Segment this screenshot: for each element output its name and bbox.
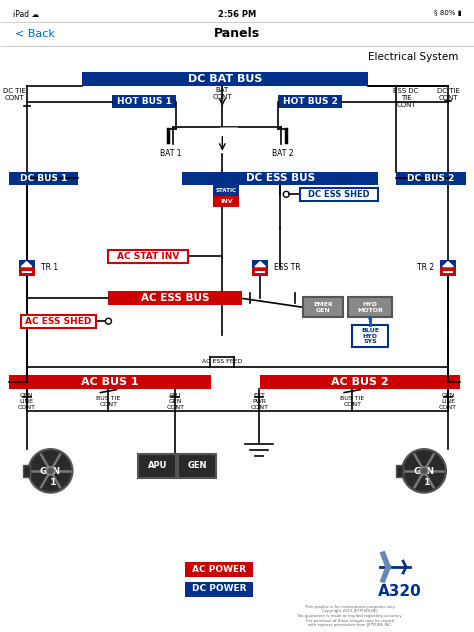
Text: BUS TIE
CONT: BUS TIE CONT bbox=[96, 396, 120, 407]
Bar bbox=[252, 268, 268, 276]
Bar bbox=[213, 185, 239, 207]
Text: HYD
MOTOR: HYD MOTOR bbox=[357, 302, 383, 313]
Bar bbox=[20, 315, 97, 328]
Text: BAT 2: BAT 2 bbox=[273, 149, 294, 158]
Bar bbox=[300, 188, 378, 201]
Text: STATIC: STATIC bbox=[216, 188, 237, 193]
Bar bbox=[185, 582, 253, 597]
Bar bbox=[440, 268, 456, 276]
Text: DC BUS 2: DC BUS 2 bbox=[407, 174, 455, 183]
Bar bbox=[260, 375, 460, 389]
Text: AC ESS FEED: AC ESS FEED bbox=[202, 360, 243, 364]
Text: GEN
LINE
CONT: GEN LINE CONT bbox=[18, 393, 36, 410]
Text: < Back: < Back bbox=[15, 28, 55, 39]
Text: DC BUS 1: DC BUS 1 bbox=[20, 174, 67, 183]
Text: GEN
  1: GEN 1 bbox=[413, 467, 435, 487]
Bar bbox=[440, 260, 456, 276]
Bar bbox=[18, 260, 35, 276]
Text: INV: INV bbox=[220, 198, 233, 204]
Bar bbox=[112, 95, 176, 108]
Text: iPad ☁: iPad ☁ bbox=[13, 10, 39, 19]
Text: HOT BUS 2: HOT BUS 2 bbox=[283, 97, 337, 106]
Polygon shape bbox=[21, 262, 32, 267]
Text: 2:56 PM: 2:56 PM bbox=[218, 10, 256, 19]
Bar bbox=[348, 298, 392, 317]
Bar bbox=[9, 171, 79, 185]
Bar bbox=[109, 250, 188, 263]
Bar bbox=[9, 375, 211, 389]
Bar bbox=[23, 465, 29, 477]
Text: EXT
PWR
CONT: EXT PWR CONT bbox=[250, 393, 268, 410]
Text: Panels: Panels bbox=[214, 27, 260, 40]
Bar bbox=[352, 325, 388, 347]
Bar bbox=[252, 260, 268, 276]
Polygon shape bbox=[443, 262, 453, 267]
Text: BLUE
HYD
SYS: BLUE HYD SYS bbox=[361, 328, 379, 344]
Text: DC TIE
CONT: DC TIE CONT bbox=[3, 88, 26, 101]
Text: Electrical System: Electrical System bbox=[368, 51, 458, 61]
Text: APU: APU bbox=[148, 461, 167, 470]
Text: HOT BUS 1: HOT BUS 1 bbox=[117, 97, 172, 106]
Circle shape bbox=[402, 449, 446, 493]
Text: BAT 1: BAT 1 bbox=[160, 149, 181, 158]
Text: AC BUS 1: AC BUS 1 bbox=[81, 377, 139, 387]
Text: DC POWER: DC POWER bbox=[192, 585, 246, 593]
Bar bbox=[303, 298, 343, 317]
Text: DC BAT BUS: DC BAT BUS bbox=[188, 75, 263, 84]
Text: DC ESS SHED: DC ESS SHED bbox=[309, 190, 370, 199]
Text: TR 2: TR 2 bbox=[417, 263, 434, 272]
Text: GEN
LINE
CONT: GEN LINE CONT bbox=[439, 393, 457, 410]
Bar bbox=[213, 197, 239, 207]
Bar bbox=[18, 268, 35, 276]
Text: DC ESS BUS: DC ESS BUS bbox=[246, 173, 315, 183]
Text: ESS DC
TIE
CONT: ESS DC TIE CONT bbox=[393, 88, 419, 108]
Text: AC ESS SHED: AC ESS SHED bbox=[25, 317, 91, 326]
Polygon shape bbox=[255, 262, 265, 267]
Bar bbox=[396, 465, 403, 477]
Bar bbox=[109, 291, 242, 305]
Bar bbox=[278, 95, 342, 108]
Text: AC BUS 2: AC BUS 2 bbox=[331, 377, 389, 387]
Bar bbox=[82, 73, 368, 86]
Circle shape bbox=[46, 467, 55, 475]
Bar bbox=[138, 454, 176, 478]
Text: AC STAT INV: AC STAT INV bbox=[117, 252, 180, 261]
Text: APU
GEN
CONT: APU GEN CONT bbox=[166, 393, 184, 410]
Text: BUS TIE
CONT: BUS TIE CONT bbox=[340, 396, 365, 407]
Text: DC TIE
CONT: DC TIE CONT bbox=[437, 88, 459, 101]
Text: AC ESS BUS: AC ESS BUS bbox=[141, 293, 210, 303]
Text: AC POWER: AC POWER bbox=[192, 564, 246, 574]
Bar bbox=[178, 454, 216, 478]
Text: This graphic is for instructional purposes only.
Copyright 2013 JETPUBS INC.
No : This graphic is for instructional purpos… bbox=[298, 605, 402, 627]
Text: § 80% ▮: § 80% ▮ bbox=[434, 10, 462, 16]
Bar bbox=[182, 171, 378, 185]
Text: GEN
  1: GEN 1 bbox=[40, 467, 61, 487]
Bar bbox=[396, 171, 466, 185]
Text: A320: A320 bbox=[378, 585, 422, 599]
Text: GEN: GEN bbox=[188, 461, 207, 470]
Text: ESS TR: ESS TR bbox=[274, 263, 301, 272]
Circle shape bbox=[420, 467, 428, 475]
Bar bbox=[185, 562, 253, 577]
Text: TR 1: TR 1 bbox=[41, 263, 58, 272]
Text: BAT
CONT: BAT CONT bbox=[212, 87, 232, 100]
Text: EMER
GEN: EMER GEN bbox=[313, 302, 333, 313]
Circle shape bbox=[28, 449, 73, 493]
